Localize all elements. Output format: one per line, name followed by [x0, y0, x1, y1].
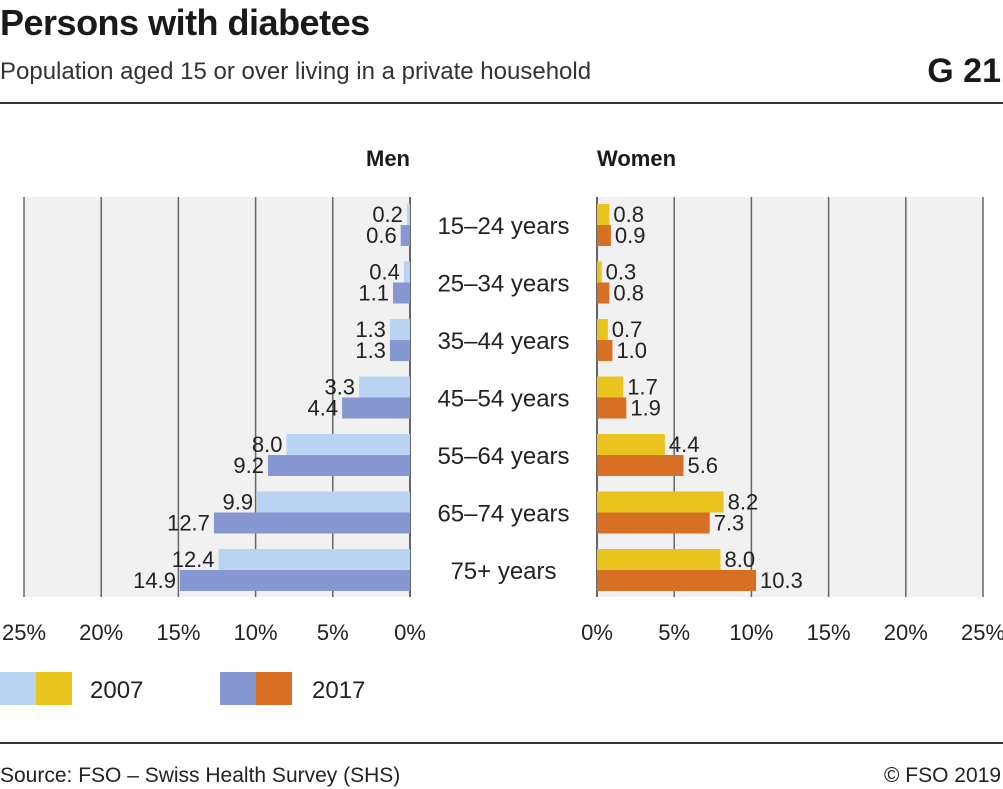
men-bar-2007 [403, 261, 410, 283]
women-x-tick-label: 0% [581, 620, 613, 645]
women-data-label: 8.2 [728, 490, 759, 515]
women-data-label: 0.7 [612, 317, 643, 342]
men-bar-2017 [267, 455, 410, 476]
women-data-label: 1.7 [627, 375, 658, 400]
men-bar-2007 [359, 376, 410, 398]
women-data-label: 0.9 [615, 223, 646, 248]
men-bar-2017 [393, 282, 410, 304]
men-x-tick-label: 5% [317, 620, 349, 645]
women-bar-2007 [597, 261, 602, 283]
men-data-label: 4.4 [307, 396, 338, 421]
pyramid-chart: Men Women 0% 0% 5% 5% 10% 10% 15% 15% 20% 20% 25% 25%… [0, 146, 1003, 705]
men-data-label: 8.0 [252, 432, 283, 457]
women-bar-2017 [597, 397, 627, 419]
footer-divider [0, 742, 1003, 744]
men-data-label: 1.3 [355, 317, 386, 342]
legend-label-2007: 2007 [90, 677, 143, 704]
women-bar-2007 [597, 491, 724, 513]
men-panel-title: Men [366, 146, 410, 171]
men-bar-2017 [400, 225, 410, 246]
women-data-label: 8.0 [725, 547, 756, 572]
women-x-tick-label: 20% [884, 620, 928, 645]
men-data-label: 1.3 [355, 338, 386, 363]
women-bar-2007 [597, 434, 665, 455]
graphic-number: G 21 [927, 52, 1001, 90]
men-data-label: 0.4 [369, 260, 400, 285]
women-bar-2017 [597, 455, 684, 476]
category-label: 65–74 years [437, 501, 569, 528]
legend-swatch-2017-men [220, 672, 256, 705]
men-data-label: 9.9 [223, 490, 254, 515]
women-bar-2017 [597, 282, 610, 304]
men-bar-2007 [389, 319, 410, 340]
copyright-note: © FSO 2019 [883, 764, 1001, 787]
source-note: Source: FSO – Swiss Health Survey (SHS) [0, 764, 401, 787]
women-bar-2017 [597, 570, 757, 591]
men-data-label: 1.1 [358, 281, 389, 306]
legend-label-2017: 2017 [312, 677, 365, 704]
women-bar-2007 [597, 204, 610, 225]
men-bar-2017 [213, 512, 410, 534]
women-data-label: 4.4 [669, 432, 700, 457]
women-data-label: 1.0 [616, 338, 647, 363]
women-bar-2007 [597, 319, 608, 340]
men-data-label: 9.2 [233, 453, 264, 478]
men-bar-2007 [406, 204, 410, 225]
women-data-label: 0.8 [613, 281, 644, 306]
header-divider [0, 102, 1003, 104]
men-x-tick-label: 0% [394, 620, 426, 645]
men-x-tick-label: 10% [234, 620, 278, 645]
chart-title: Persons with diabetes [0, 2, 370, 43]
women-x-tick-label: 25% [961, 620, 1003, 645]
women-bar-2017 [597, 512, 710, 534]
category-label: 75+ years [450, 558, 556, 585]
category-label: 45–54 years [437, 386, 569, 413]
men-bar-2017 [342, 397, 410, 419]
women-x-tick-label: 5% [658, 620, 690, 645]
women-data-label: 0.8 [613, 202, 644, 227]
legend-swatch-2017-women [256, 672, 292, 705]
women-data-label: 7.3 [714, 511, 745, 536]
men-data-label: 0.6 [366, 223, 397, 248]
women-bar-2017 [597, 225, 611, 246]
men-x-tick-label: 15% [156, 620, 200, 645]
men-x-tick-label: 25% [2, 620, 46, 645]
women-bar-2007 [597, 549, 721, 570]
men-bar-2017 [179, 570, 410, 591]
men-bar-2017 [389, 340, 410, 361]
men-data-label: 0.2 [372, 202, 403, 227]
legend-swatch-2007-men [0, 672, 36, 705]
men-data-label: 12.7 [167, 511, 210, 536]
women-data-label: 5.6 [687, 453, 718, 478]
men-bar-2007 [286, 434, 410, 455]
women-x-tick-label: 10% [729, 620, 773, 645]
men-bar-2007 [257, 491, 410, 513]
men-data-label: 12.4 [172, 547, 215, 572]
men-bar-2007 [218, 549, 410, 570]
chart-subtitle: Population aged 15 or over living in a p… [0, 58, 592, 85]
men-x-tick-label: 20% [79, 620, 123, 645]
women-data-label: 10.3 [760, 568, 803, 593]
category-label: 15–24 years [437, 213, 569, 240]
women-bar-2017 [597, 340, 613, 361]
men-data-label: 3.3 [324, 375, 355, 400]
women-bar-2007 [597, 376, 624, 398]
category-label: 25–34 years [437, 271, 569, 298]
women-data-label: 0.3 [606, 260, 637, 285]
women-x-tick-label: 15% [807, 620, 851, 645]
legend-swatch-2007-women [36, 672, 72, 705]
women-data-label: 1.9 [630, 396, 661, 421]
women-panel-title: Women [597, 146, 676, 171]
men-data-label: 14.9 [133, 568, 176, 593]
category-label: 55–64 years [437, 443, 569, 470]
category-label: 35–44 years [437, 328, 569, 355]
